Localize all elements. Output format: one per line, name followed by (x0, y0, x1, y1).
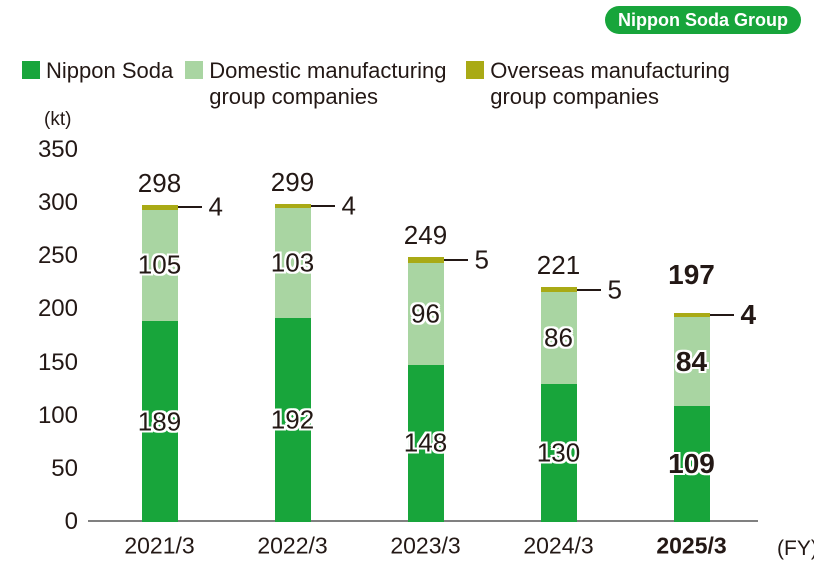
bar-segment-overseas-group (141, 205, 178, 210)
bar-total-label: 299 (270, 167, 315, 198)
y-tick-label: 150 (37, 348, 78, 376)
bar-value-label-domestic-group: 96 (411, 298, 440, 329)
bar-segment-domestic-group (673, 316, 710, 407)
bar-value-label-nippon-soda: 130 (536, 437, 581, 468)
y-axis-unit-label: (kt) (44, 109, 72, 130)
bar-value-label-overseas-group: 5 (474, 244, 489, 275)
legend-label: Nippon Soda (46, 58, 174, 83)
bar-total-label: 249 (403, 220, 448, 251)
y-tick-label: 200 (37, 295, 78, 323)
bar-segment-nippon-soda (141, 321, 178, 522)
y-tick-label: 50 (51, 454, 78, 482)
leader-line (709, 313, 734, 316)
x-tick-label: 2025/3 (656, 532, 727, 559)
bar-value-label-nippon-soda: 148 (403, 427, 448, 458)
bar-value-label-nippon-soda: 192 (270, 404, 315, 435)
y-tick-label: 350 (37, 136, 78, 163)
legend-label: Domestic manufacturing group companies (209, 58, 447, 109)
bar-value-label-overseas-group: 5 (607, 274, 622, 305)
y-tick-label: 0 (64, 508, 78, 535)
bar-total-label: 221 (536, 250, 581, 281)
bar-total-label: 197 (668, 258, 715, 290)
chart-legend: Nippon Soda Domestic manufacturing group … (22, 58, 735, 110)
bar-segment-domestic-group (407, 262, 444, 365)
bar-segment-overseas-group (274, 204, 311, 209)
bar-total-label: 298 (137, 168, 182, 199)
bar-value-label-domestic-group: 84 (675, 345, 708, 377)
bar-segment-domestic-group (540, 292, 577, 384)
bar-value-label-overseas-group: 4 (341, 190, 356, 221)
legend-item-overseas-group: Overseas manufacturing group companies (466, 58, 735, 110)
bar-segment-overseas-group (407, 257, 444, 263)
legend-item-nippon-soda: Nippon Soda (22, 58, 173, 84)
x-tick-label: 2023/3 (390, 532, 461, 559)
leader-line (443, 259, 468, 261)
group-badge: Nippon Soda Group (605, 6, 801, 34)
bar-value-label-nippon-soda: 109 (668, 448, 715, 480)
y-tick-label: 300 (37, 189, 78, 217)
x-tick-label: 2021/3 (124, 532, 195, 559)
bar-value-label-domestic-group: 86 (544, 322, 573, 353)
x-axis-unit-label: (FY) (777, 537, 814, 560)
legend-item-domestic-group: Domestic manufacturing group companies (185, 58, 454, 110)
legend-label: Overseas manufacturing group companies (490, 58, 730, 109)
bar-segment-nippon-soda (407, 364, 444, 522)
x-tick-label: 2022/3 (257, 532, 328, 559)
bar-segment-overseas-group (540, 287, 577, 293)
legend-swatch-nippon-soda-icon (22, 61, 40, 79)
bar-segment-domestic-group (141, 209, 178, 322)
bar-segment-nippon-soda (540, 383, 577, 522)
legend-swatch-overseas-group-icon (466, 61, 485, 79)
bar-value-label-nippon-soda: 189 (137, 406, 182, 437)
bar-segment-nippon-soda (274, 317, 311, 522)
bar-value-label-domestic-group: 103 (270, 247, 315, 278)
bar-value-label-domestic-group: 105 (137, 249, 182, 280)
y-tick-label: 100 (37, 401, 78, 429)
bar-value-label-overseas-group: 4 (740, 298, 757, 330)
leader-line (310, 205, 335, 208)
x-tick-label: 2024/3 (523, 532, 594, 559)
bar-segment-nippon-soda (673, 406, 710, 522)
bar-segment-domestic-group (274, 208, 311, 318)
leader-line (177, 206, 202, 209)
bar-value-label-overseas-group: 4 (208, 191, 223, 222)
leader-line (576, 288, 601, 291)
legend-swatch-domestic-group-icon (185, 61, 204, 79)
y-tick-label: 250 (37, 242, 78, 270)
bar-segment-overseas-group (673, 312, 710, 317)
